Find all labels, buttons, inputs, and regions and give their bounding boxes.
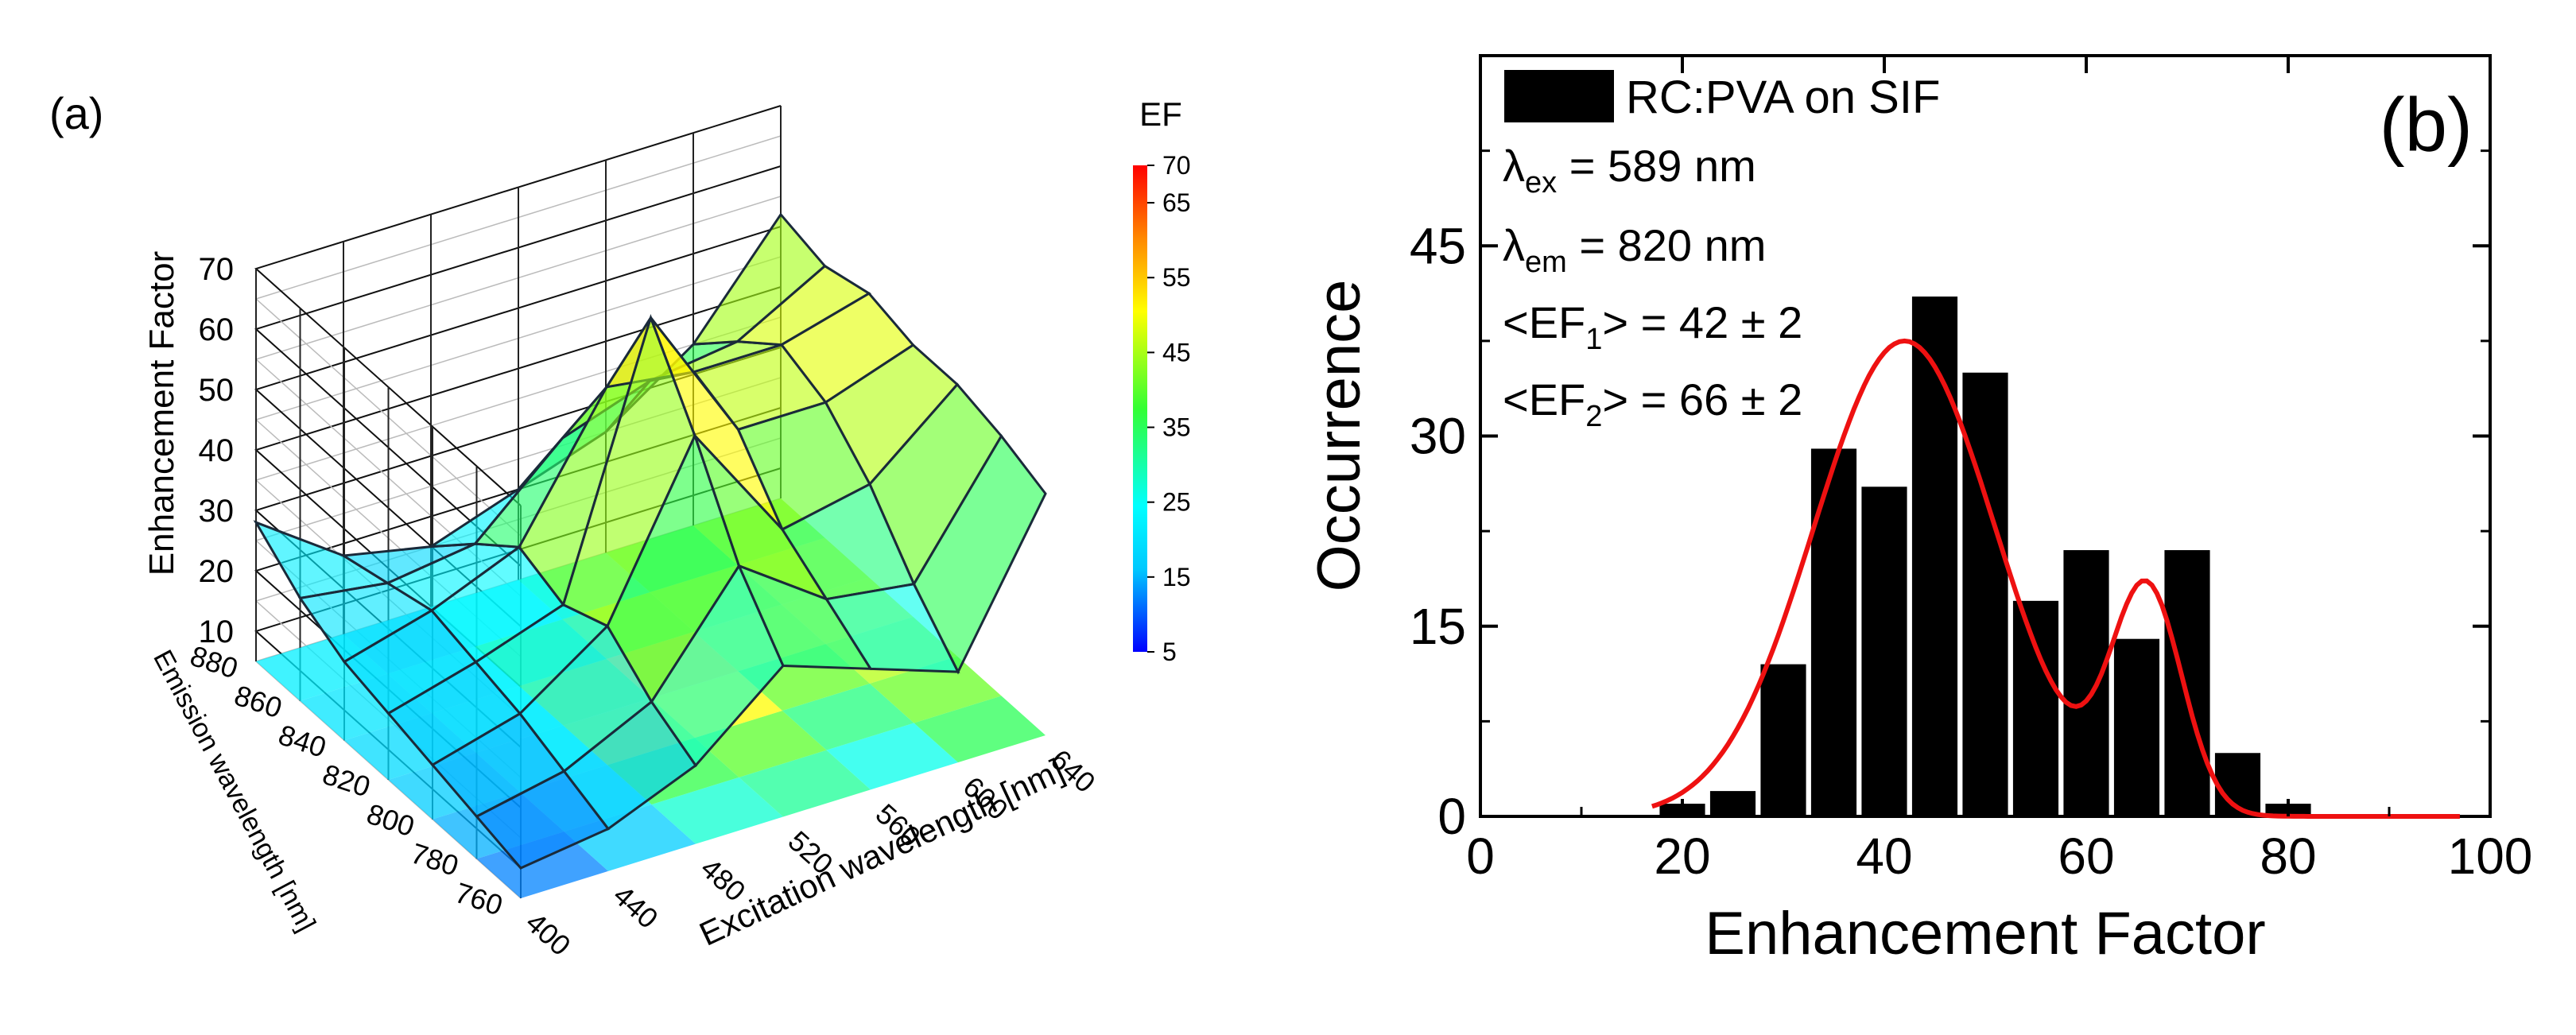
x-tick-label: 20 bbox=[1654, 828, 1710, 885]
legend-line-value: > = 66 ± 2 bbox=[1602, 374, 1802, 424]
legend-swatch bbox=[1504, 70, 1614, 122]
floor-cell bbox=[564, 804, 696, 871]
floor-cell bbox=[739, 750, 871, 817]
floor-cell bbox=[476, 831, 608, 898]
x-tick-label: 60 bbox=[2058, 828, 2114, 885]
colorbar-tick-label: 70 bbox=[1162, 151, 1191, 180]
z-tick-label: 40 bbox=[199, 433, 235, 468]
legend-line-subscript: 2 bbox=[1585, 400, 1602, 433]
legend-line-symbol: λ bbox=[1503, 220, 1525, 270]
legend-line-subscript: 1 bbox=[1585, 323, 1602, 356]
histogram-bar bbox=[1911, 297, 1958, 816]
histogram-bar bbox=[2113, 638, 2160, 816]
colorbar: EF 70 65 55 45 35 25 15 5 bbox=[1133, 95, 1191, 666]
x-tick-label: 80 bbox=[2260, 828, 2316, 885]
colorbar-tick-label: 5 bbox=[1162, 638, 1177, 666]
legend-label: RC:PVA on SIF bbox=[1626, 72, 1940, 123]
colorbar-title: EF bbox=[1139, 95, 1182, 133]
z-tick-label: 60 bbox=[199, 312, 235, 347]
z-tick-label: 50 bbox=[199, 373, 235, 408]
excitation-tick-label: 400 bbox=[520, 905, 577, 962]
colorbar-tick-label: 35 bbox=[1162, 413, 1191, 442]
legend-line-subscript: em bbox=[1525, 246, 1567, 279]
excitation-tick-label: 440 bbox=[607, 878, 665, 935]
histogram-ticks: 0 20 40 60 80 100 0 15 30 45 bbox=[1410, 56, 2533, 885]
emission-tick-label: 860 bbox=[231, 679, 286, 725]
emission-tick-label: 840 bbox=[274, 718, 330, 764]
z-tick-label: 20 bbox=[199, 554, 235, 589]
y-tick-label: 0 bbox=[1437, 788, 1466, 845]
colorbar-gradient bbox=[1133, 165, 1147, 652]
y-tick-label: 30 bbox=[1410, 408, 1466, 465]
legend-line-value: > = 42 ± 2 bbox=[1602, 297, 1802, 347]
floor-cell bbox=[695, 711, 827, 777]
histogram-bar bbox=[2012, 600, 2059, 816]
y-tick-label: 15 bbox=[1410, 598, 1466, 655]
legend-line-subscript: ex bbox=[1525, 166, 1557, 200]
z-tick-label: 10 bbox=[199, 614, 235, 649]
colorbar-tick-label: 25 bbox=[1162, 488, 1191, 517]
z-axis-title: Enhancement Factor bbox=[142, 251, 181, 576]
emission-tick-label: 760 bbox=[451, 876, 506, 922]
legend-line-lambda-em: λem = 820 nm bbox=[1503, 220, 1766, 279]
histogram-bar bbox=[1760, 664, 1806, 816]
histogram-x-axis-title: Enhancement Factor bbox=[1705, 900, 2266, 967]
panel-b-label: (b) bbox=[2380, 83, 2473, 168]
histogram-bar bbox=[2164, 550, 2210, 816]
z-tick-label: 70 bbox=[199, 252, 235, 287]
floor-cell bbox=[651, 777, 783, 844]
legend-line-symbol: <EF bbox=[1503, 374, 1585, 424]
legend-line-ef2: <EF2> = 66 ± 2 bbox=[1503, 374, 1802, 433]
emission-tick-label: 780 bbox=[407, 836, 463, 882]
legend-line-value: = 589 nm bbox=[1557, 141, 1756, 191]
histogram-legend: RC:PVA on SIF λex = 589 nm λem = 820 nm … bbox=[1503, 70, 1940, 433]
histogram-bar bbox=[1810, 448, 1857, 816]
legend-line-value: = 820 nm bbox=[1567, 220, 1767, 270]
histogram-bar bbox=[1709, 791, 1756, 816]
surface-cell bbox=[912, 433, 1047, 675]
legend-line-lambda-ex: λex = 589 nm bbox=[1503, 141, 1756, 200]
legend-line-ef1: <EF1> = 42 ± 2 bbox=[1503, 297, 1802, 356]
floor-cell bbox=[826, 723, 958, 790]
panel-a-surface bbox=[253, 212, 1047, 870]
histogram-bar bbox=[1962, 372, 2008, 816]
panel-a-label: (a) bbox=[49, 88, 103, 138]
histogram-bar bbox=[1861, 486, 1907, 816]
colorbar-tick-label: 55 bbox=[1162, 263, 1191, 292]
panel-a-surface-chart: (a) 102030405060707607808008208408608804… bbox=[49, 88, 1191, 962]
colorbar-tick-label: 65 bbox=[1162, 188, 1191, 217]
histogram-y-axis-title: Occurrence bbox=[1305, 280, 1373, 592]
histogram-bar bbox=[2063, 550, 2109, 816]
colorbar-tick-label: 15 bbox=[1162, 563, 1191, 591]
panel-b-histogram-chart: 0 20 40 60 80 100 0 15 30 45 (b) Enhancement Fact… bbox=[1305, 54, 2533, 967]
x-tick-label: 100 bbox=[2448, 828, 2533, 885]
floor-cell bbox=[870, 656, 1002, 723]
colorbar-tick-label: 45 bbox=[1162, 338, 1191, 366]
colorbar-ticks: 70 65 55 45 35 25 15 5 bbox=[1147, 151, 1191, 666]
emission-tick-label: 800 bbox=[363, 797, 418, 843]
emission-tick-label: 820 bbox=[319, 758, 374, 804]
z-tick-label: 30 bbox=[199, 494, 235, 529]
y-tick-label: 45 bbox=[1410, 217, 1466, 274]
x-tick-label: 0 bbox=[1466, 828, 1495, 885]
legend-line-symbol: λ bbox=[1503, 141, 1525, 191]
gaussian-fit-curve bbox=[1651, 338, 2460, 819]
x-tick-label: 40 bbox=[1856, 828, 1912, 885]
floor-cell bbox=[782, 683, 914, 750]
floor-cell bbox=[914, 696, 1046, 763]
legend-line-symbol: <EF bbox=[1503, 297, 1585, 347]
